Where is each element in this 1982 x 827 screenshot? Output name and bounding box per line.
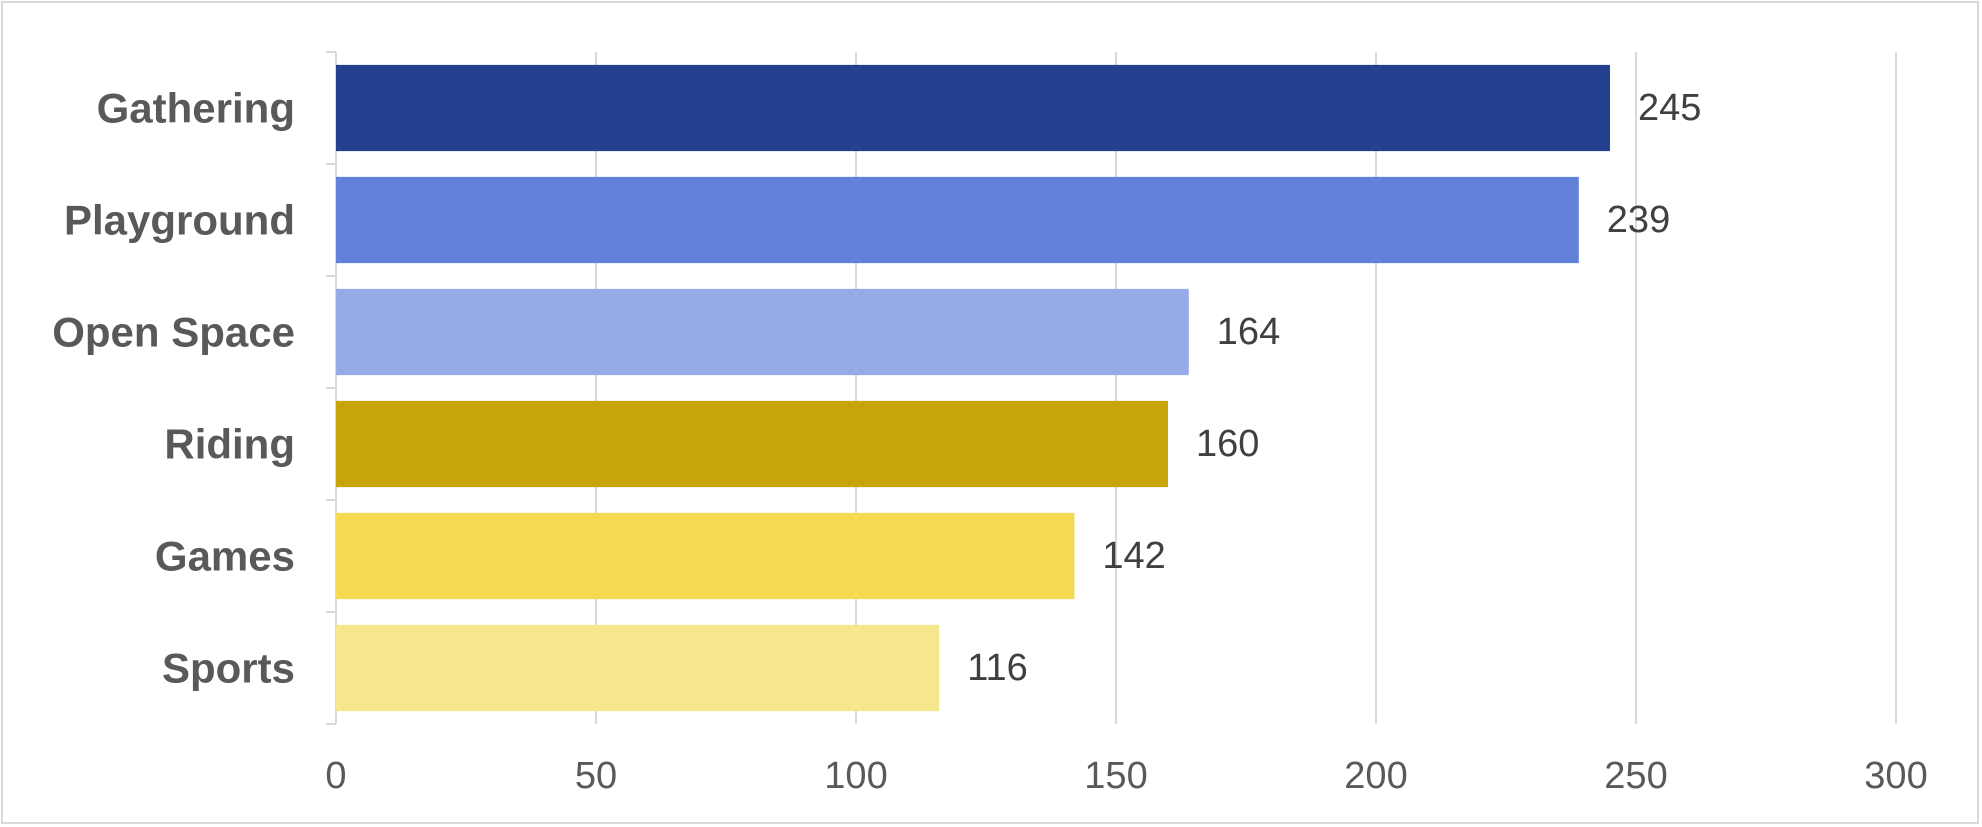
gridlines [595,52,1897,724]
value-label: 164 [1217,311,1280,353]
category-label: Gathering [97,85,295,132]
bar-open-space [336,288,1189,376]
category-label: Open Space [52,309,295,356]
category-label: Games [155,533,295,580]
value-label: 239 [1607,199,1670,241]
x-tick-label: 0 [325,755,346,797]
bar-playground [336,176,1579,264]
x-tick-label: 200 [1344,755,1407,797]
value-label: 142 [1102,535,1165,577]
labels: 0 50 100 150 200 250 300 Gathering 245 Playground… [52,85,1927,798]
bar-gathering [336,64,1610,152]
x-tick-label: 100 [824,755,887,797]
x-tick-label: 50 [575,755,617,797]
value-label: 116 [967,647,1028,689]
category-label: Riding [164,421,295,468]
category-axis [326,51,337,725]
x-tick-label: 300 [1864,755,1927,797]
value-label: 160 [1196,423,1259,465]
x-tick-label: 150 [1084,755,1147,797]
category-label: Playground [64,197,295,244]
bar-sports [336,624,940,712]
bars [336,64,1610,712]
bar-games [336,512,1075,600]
category-label: Sports [162,645,295,692]
x-tick-label: 250 [1604,755,1667,797]
bar-riding [336,400,1168,488]
value-label: 245 [1638,87,1701,129]
